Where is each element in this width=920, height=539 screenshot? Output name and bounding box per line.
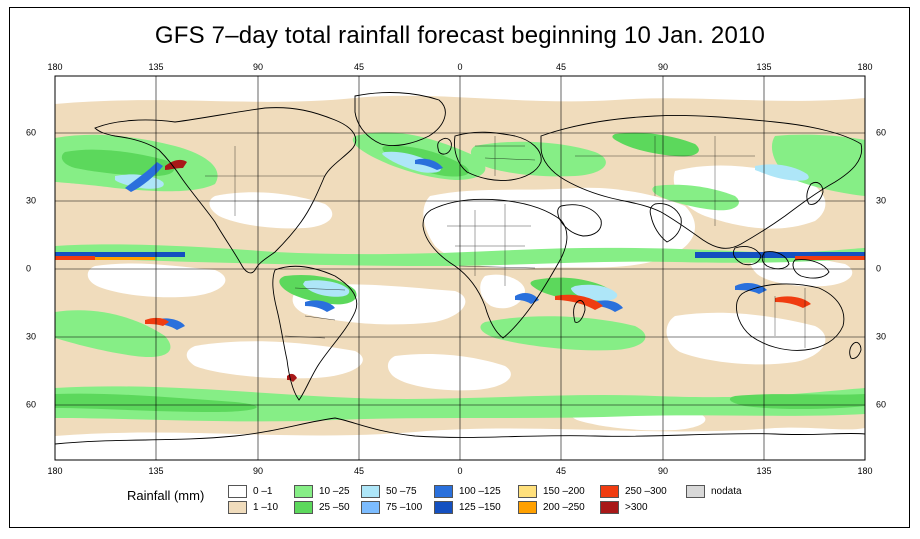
legend-entry: 1 –10 [228,500,278,515]
legend-swatch [361,501,380,514]
right-lat-tick: 0 [876,263,882,274]
legend-label: nodata [711,486,742,497]
left-lat-tick: 60 [26,127,37,138]
legend-entry: 50 –75 [361,484,417,499]
graticule [55,76,865,460]
legend-swatch [600,501,619,514]
legend-label: 125 –150 [459,502,501,513]
legend-swatch [434,485,453,498]
legend-label: 150 –200 [543,486,585,497]
legend-title: Rainfall (mm) [127,488,205,503]
left-lat-tick: 0 [26,263,32,274]
legend-entry: nodata [686,484,742,499]
legend: 0 –1 1 –10 10 –25 25 –50 50 –75 75 –100 … [228,484,768,518]
top-lon-tick: 90 [657,62,669,72]
map-title: GFS 7–day total rainfall forecast beginn… [154,22,766,49]
bottom-lon-tick: 0 [457,466,463,476]
bottom-lon-tick: 180 [857,466,873,476]
legend-entry: 75 –100 [361,500,422,515]
legend-entry: 100 –125 [434,484,501,499]
bottom-lon-tick: 135 [756,466,772,476]
bottom-lon-tick: 45 [353,466,365,476]
legend-swatch [294,485,313,498]
bottom-lon-tick: 90 [252,466,264,476]
legend-entry: 25 –50 [294,500,350,515]
legend-swatch [228,485,247,498]
map-canvas [54,75,866,461]
legend-swatch [518,501,537,514]
legend-label: 0 –1 [253,486,273,497]
top-lon-tick: 45 [353,62,365,72]
legend-swatch [686,485,705,498]
top-lon-tick: 90 [252,62,264,72]
coastlines [55,92,865,445]
legend-entry: 0 –1 [228,484,272,499]
legend-entry: 125 –150 [434,500,501,515]
top-lon-tick: 135 [148,62,164,72]
legend-entry: 10 –25 [294,484,350,499]
legend-entry: >300 [600,500,648,515]
right-lat-tick: 30 [876,331,887,342]
legend-entry: 200 –250 [518,500,585,515]
right-lat-tick: 30 [876,195,887,206]
top-lon-tick: 45 [555,62,567,72]
legend-label: >300 [625,502,648,513]
bottom-lon-tick: 135 [148,466,164,476]
left-lat-tick: 60 [26,399,37,410]
legend-label: 25 –50 [319,502,350,513]
legend-swatch [518,485,537,498]
legend-swatch [294,501,313,514]
legend-label: 1 –10 [253,502,279,513]
right-lat-tick: 60 [876,127,887,138]
legend-label: 100 –125 [459,486,501,497]
left-lat-tick: 30 [26,331,37,342]
legend-label: 250 –300 [625,486,667,497]
legend-swatch [600,485,619,498]
legend-swatch [434,501,453,514]
legend-label: 50 –75 [386,486,417,497]
legend-label: 75 –100 [386,502,423,513]
rain-heavy-band [55,159,865,382]
figure-frame [9,7,910,528]
left-lat-tick: 30 [26,195,37,206]
top-lon-tick: 135 [756,62,772,72]
bottom-lon-tick: 90 [657,466,669,476]
top-lon-tick: 180 [857,62,873,72]
legend-entry: 150 –200 [518,484,585,499]
right-lat-tick: 60 [876,399,887,410]
map-border [54,75,866,461]
legend-label: 10 –25 [319,486,350,497]
bottom-lon-tick: 45 [555,466,567,476]
top-lon-tick: 0 [457,62,463,72]
rainfall-map [54,75,866,461]
top-lon-tick: 180 [47,62,63,72]
bottom-lon-tick: 180 [47,466,63,476]
legend-entry: 250 –300 [600,484,667,499]
legend-label: 200 –250 [543,502,585,513]
legend-swatch [228,501,247,514]
legend-swatch [361,485,380,498]
